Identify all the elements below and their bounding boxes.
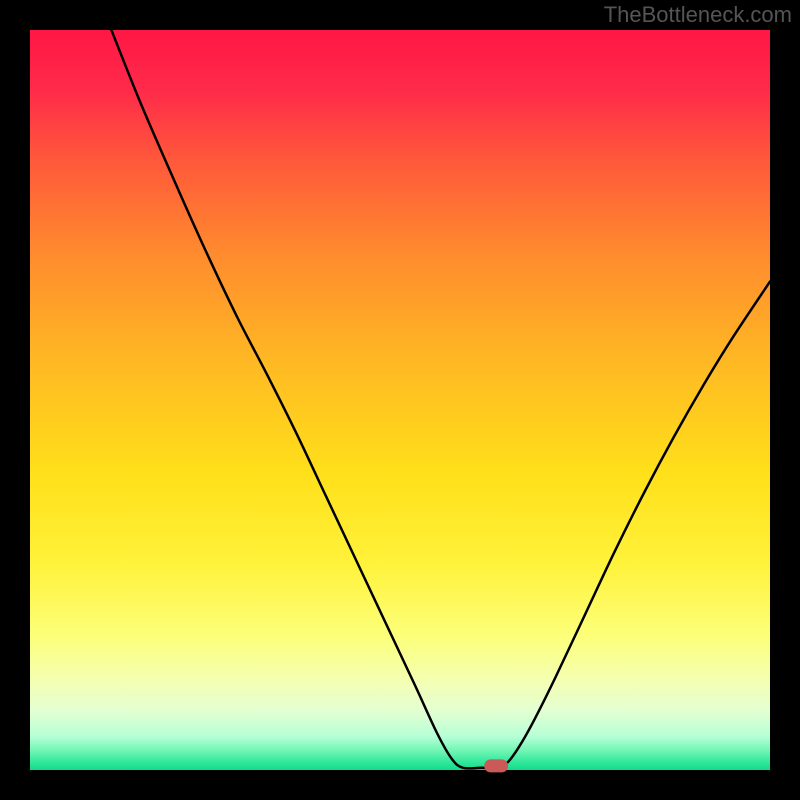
bottleneck-curve bbox=[111, 30, 770, 768]
curve-layer bbox=[30, 30, 770, 770]
chart-container: TheBottleneck.com bbox=[0, 0, 800, 800]
optimal-marker bbox=[484, 759, 508, 772]
plot-area bbox=[30, 30, 770, 770]
watermark-text: TheBottleneck.com bbox=[604, 2, 792, 28]
